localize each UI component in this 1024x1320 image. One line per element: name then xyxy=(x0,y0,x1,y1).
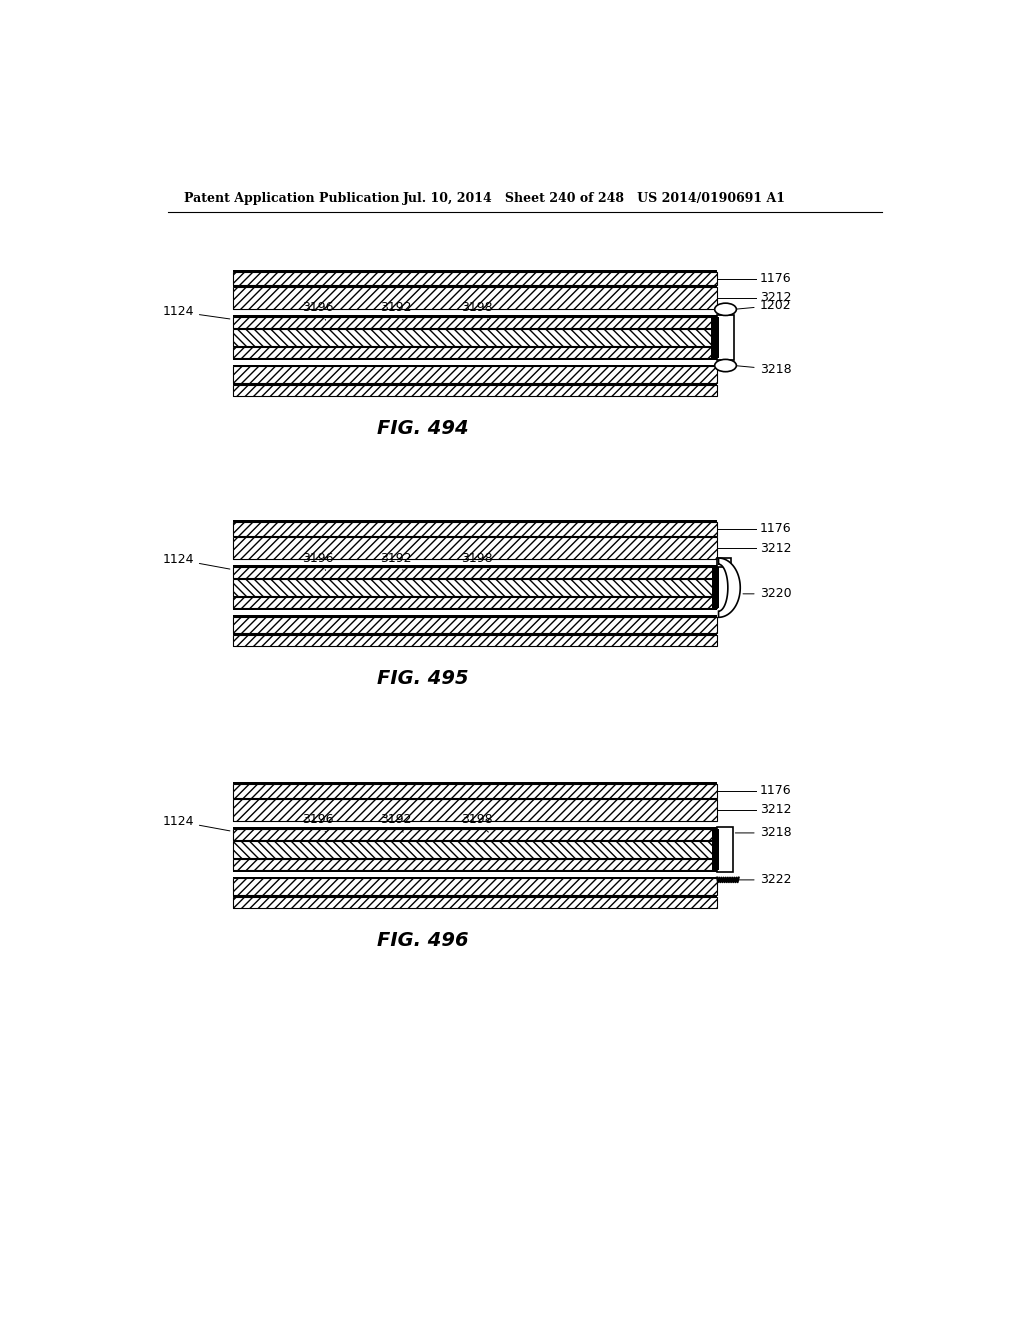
Bar xyxy=(232,347,717,358)
Text: 1176: 1176 xyxy=(760,523,792,536)
Text: 1202: 1202 xyxy=(737,298,792,312)
Bar xyxy=(232,615,717,616)
Text: Patent Application Publication: Patent Application Publication xyxy=(183,191,399,205)
Bar xyxy=(232,364,717,367)
Bar xyxy=(232,396,717,397)
Bar xyxy=(711,317,719,358)
Text: 3218: 3218 xyxy=(737,363,792,376)
Bar xyxy=(232,383,717,385)
Bar xyxy=(232,841,717,858)
Text: 3192: 3192 xyxy=(380,813,412,832)
Bar xyxy=(232,609,717,610)
Bar xyxy=(232,876,717,878)
Bar xyxy=(717,314,734,360)
Text: Jul. 10, 2014   Sheet 240 of 248   US 2014/0190691 A1: Jul. 10, 2014 Sheet 240 of 248 US 2014/0… xyxy=(403,191,786,205)
Bar xyxy=(717,558,731,568)
Text: 1124: 1124 xyxy=(163,305,229,319)
Bar xyxy=(232,895,717,896)
Bar xyxy=(232,558,717,560)
Text: FIG. 494: FIG. 494 xyxy=(377,418,468,438)
Bar xyxy=(717,826,732,873)
Bar xyxy=(232,896,717,908)
Bar xyxy=(232,285,717,286)
Text: 1124: 1124 xyxy=(163,553,230,569)
Bar xyxy=(232,829,717,840)
Bar xyxy=(232,536,717,537)
Text: 1176: 1176 xyxy=(760,784,792,797)
Bar xyxy=(232,799,717,821)
Text: 3212: 3212 xyxy=(760,541,792,554)
Bar xyxy=(232,314,717,317)
Bar xyxy=(232,565,717,568)
Bar xyxy=(232,597,717,609)
Bar xyxy=(232,367,717,383)
Bar xyxy=(232,286,717,309)
Bar xyxy=(713,829,719,870)
Bar xyxy=(232,908,717,909)
Bar xyxy=(232,520,717,521)
Text: 3198: 3198 xyxy=(461,552,493,570)
Bar xyxy=(232,635,717,645)
Text: 3192: 3192 xyxy=(380,552,412,570)
Bar xyxy=(232,272,717,285)
Bar xyxy=(232,329,717,346)
Bar xyxy=(232,878,717,895)
Text: 1124: 1124 xyxy=(163,814,230,830)
Bar xyxy=(232,826,717,829)
Text: 3212: 3212 xyxy=(760,292,792,305)
Bar xyxy=(232,309,717,310)
Bar xyxy=(232,645,717,647)
Bar xyxy=(232,579,717,597)
Bar xyxy=(232,821,717,822)
Bar xyxy=(232,616,717,634)
Text: 3212: 3212 xyxy=(760,804,792,816)
Bar xyxy=(232,385,717,396)
Polygon shape xyxy=(719,558,740,618)
Bar xyxy=(232,781,717,784)
Bar xyxy=(232,859,717,870)
Bar xyxy=(232,870,717,873)
Text: 3196: 3196 xyxy=(302,301,334,321)
Bar xyxy=(232,537,717,558)
Bar xyxy=(232,784,717,797)
Text: FIG. 495: FIG. 495 xyxy=(377,669,468,688)
Text: 3218: 3218 xyxy=(735,826,792,840)
Text: 3196: 3196 xyxy=(302,552,334,570)
Text: 1176: 1176 xyxy=(760,272,792,285)
Bar xyxy=(713,568,719,609)
Text: 3198: 3198 xyxy=(461,813,493,832)
Text: 3222: 3222 xyxy=(737,874,792,887)
Bar xyxy=(232,797,717,799)
Bar xyxy=(232,521,717,536)
Bar xyxy=(232,568,717,578)
Text: 3220: 3220 xyxy=(743,587,792,601)
Text: 3192: 3192 xyxy=(380,301,412,321)
Text: FIG. 496: FIG. 496 xyxy=(377,931,468,949)
Bar xyxy=(232,634,717,635)
Bar xyxy=(232,358,717,360)
Bar xyxy=(232,271,717,272)
Text: 3196: 3196 xyxy=(302,813,334,832)
Text: 3198: 3198 xyxy=(461,301,493,321)
Ellipse shape xyxy=(715,359,736,372)
Bar xyxy=(232,317,717,327)
Ellipse shape xyxy=(715,304,736,315)
